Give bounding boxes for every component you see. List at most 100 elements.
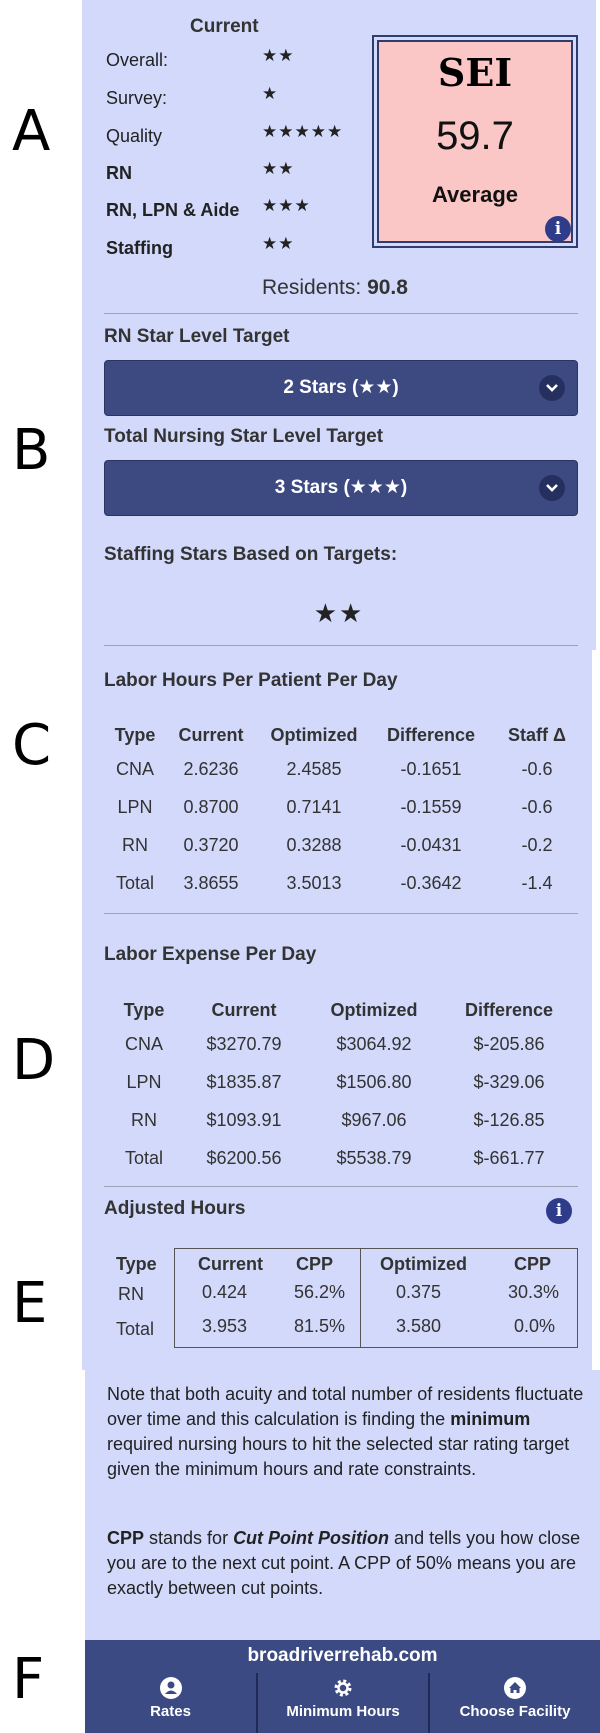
cell: LPN bbox=[117, 796, 153, 817]
cell: 3.8655 bbox=[183, 872, 239, 893]
cell: 2.4585 bbox=[286, 758, 342, 779]
chevron-down-icon bbox=[539, 375, 565, 401]
section-letter-c: C bbox=[12, 713, 52, 778]
cell: 0.0% bbox=[514, 1316, 556, 1336]
col-header: Difference bbox=[386, 724, 476, 745]
note-bold: CPP bbox=[107, 1528, 145, 1548]
section-letter-e: E bbox=[12, 1271, 48, 1336]
col-header: Optimized bbox=[330, 999, 418, 1020]
rn-target-select[interactable]: 2 Stars (★★) bbox=[104, 360, 578, 416]
cell: $-205.86 bbox=[473, 1033, 545, 1054]
labor-hours-title: Labor Hours Per Patient Per Day bbox=[104, 670, 398, 691]
star-value-overall: ★★ bbox=[262, 46, 295, 65]
nav-choose-facility-button[interactable]: Choose Facility bbox=[430, 1673, 600, 1733]
cell: -0.1559 bbox=[400, 796, 462, 817]
based-on-targets-stars: ★★ bbox=[313, 598, 365, 628]
cell: 0.8700 bbox=[183, 796, 239, 817]
cell: -0.0431 bbox=[400, 834, 462, 855]
nav-divider bbox=[428, 1673, 430, 1733]
adjusted-box-right bbox=[360, 1248, 578, 1348]
cell: 3.953 bbox=[202, 1316, 248, 1336]
note-paragraph-1: Note that both acuity and total number o… bbox=[107, 1382, 587, 1482]
col-header: Optimized bbox=[270, 724, 358, 745]
cell: -0.2 bbox=[521, 834, 553, 855]
note-paragraph-2: CPP stands for Cut Point Position and te… bbox=[107, 1526, 587, 1601]
labor-hours-table: Type Current Optimized Difference Staff … bbox=[104, 720, 584, 902]
table-row: Total $6200.56 $5538.79 $-661.77 bbox=[104, 1139, 574, 1177]
cell: 0.7141 bbox=[286, 796, 342, 817]
total-target-select[interactable]: 3 Stars (★★★) bbox=[104, 460, 578, 516]
cell: 81.5% bbox=[294, 1316, 346, 1336]
nav-rates-button[interactable]: Rates bbox=[85, 1673, 256, 1733]
cell: RN bbox=[122, 834, 148, 855]
col-header: Current bbox=[211, 999, 277, 1020]
star-label-staffing: Staffing bbox=[106, 238, 173, 258]
note-emphasis: Cut Point Position bbox=[233, 1528, 390, 1548]
sei-info-icon[interactable]: i bbox=[545, 216, 571, 242]
table-header-row: Type Current Optimized Difference Staff … bbox=[104, 720, 584, 750]
star-value-rn: ★★ bbox=[262, 159, 295, 178]
sei-value: 59.7 bbox=[436, 114, 514, 158]
table-row: LPN 0.8700 0.7141 -0.1559 -0.6 bbox=[104, 788, 584, 826]
nav-divider bbox=[256, 1673, 258, 1733]
current-header: Current bbox=[190, 16, 259, 37]
table-row: CNA 2.6236 2.4585 -0.1651 -0.6 bbox=[104, 750, 584, 788]
based-on-targets-label: Staffing Stars Based on Targets: bbox=[104, 544, 398, 565]
adjusted-table: Type Current CPP Optimized CPP RN 0.424 … bbox=[104, 1248, 578, 1348]
cell: LPN bbox=[126, 1071, 162, 1092]
cell: 56.2% bbox=[294, 1282, 346, 1302]
cell: 3.5013 bbox=[286, 872, 342, 893]
cell: $6200.56 bbox=[206, 1147, 282, 1168]
table-row: RN 0.3720 0.3288 -0.0431 -0.2 bbox=[104, 826, 584, 864]
col-header: Type bbox=[114, 724, 156, 745]
note-bold: minimum bbox=[450, 1409, 531, 1429]
col-header: Difference bbox=[464, 999, 554, 1020]
cell: 30.3% bbox=[508, 1282, 560, 1302]
site-link[interactable]: broadriverrehab.com bbox=[247, 1645, 438, 1666]
cell: -0.3642 bbox=[400, 872, 462, 893]
total-target-value: 3 Stars (★★★) bbox=[274, 477, 408, 498]
section-letter-a: A bbox=[12, 99, 51, 164]
col-header: Current bbox=[198, 1254, 264, 1274]
col-header: Type bbox=[116, 1254, 157, 1274]
nav-choose-facility-label: Choose Facility bbox=[459, 1703, 571, 1720]
note-panel: Note that both acuity and total number o… bbox=[85, 1370, 600, 1640]
star-label-rn-lpn-aide: RN, LPN & Aide bbox=[106, 200, 240, 220]
adjusted-hours-title: Adjusted Hours bbox=[104, 1198, 246, 1219]
cell: CNA bbox=[124, 1033, 163, 1054]
cell: Total bbox=[116, 1319, 155, 1339]
col-header: Optimized bbox=[380, 1254, 468, 1274]
footer-nav: broadriverrehab.com Rates Minimum Hours … bbox=[85, 1640, 600, 1733]
cell: 0.3288 bbox=[286, 834, 342, 855]
residents-line: Residents: 90.8 bbox=[262, 276, 408, 300]
star-label-survey: Survey: bbox=[106, 88, 168, 108]
star-label-overall: Overall: bbox=[106, 50, 169, 70]
table-row: LPN $1835.87 $1506.80 $-329.06 bbox=[104, 1063, 574, 1101]
nav-minimum-hours-label: Minimum Hours bbox=[286, 1703, 400, 1720]
cell: 0.3720 bbox=[183, 834, 239, 855]
cell: -0.6 bbox=[521, 796, 553, 817]
col-header: Type bbox=[123, 999, 165, 1020]
rn-target-label: RN Star Level Target bbox=[104, 326, 290, 347]
cell: $1835.87 bbox=[206, 1071, 282, 1092]
adjusted-info-icon[interactable]: i bbox=[546, 1198, 572, 1224]
person-icon bbox=[159, 1677, 182, 1699]
section-letter-b: B bbox=[12, 418, 51, 483]
labor-expense-title: Labor Expense Per Day bbox=[104, 944, 317, 965]
sei-category: Average bbox=[431, 182, 518, 207]
section-letter-f: F bbox=[12, 1647, 45, 1712]
table-row: CNA $3270.79 $3064.92 $-205.86 bbox=[104, 1025, 574, 1063]
note-text: required nursing hours to hit the select… bbox=[107, 1434, 570, 1479]
labor-panel: Labor Hours Per Patient Per Day Type Cur… bbox=[82, 650, 592, 1370]
star-value-rn-lpn-aide: ★★★ bbox=[262, 196, 311, 215]
section-letter-d: D bbox=[12, 1028, 56, 1093]
star-value-staffing: ★★ bbox=[262, 234, 295, 253]
nav-minimum-hours-button[interactable]: Minimum Hours bbox=[258, 1673, 428, 1733]
star-label-rn: RN bbox=[106, 163, 132, 183]
star-ratings-panel: Current Overall: ★★ Survey: ★ Quality ★★… bbox=[82, 0, 596, 650]
table-header-row: Type Current Optimized Difference bbox=[104, 995, 574, 1025]
cell: RN bbox=[131, 1109, 157, 1130]
adjusted-box-left bbox=[174, 1248, 360, 1348]
cell: -1.4 bbox=[521, 872, 553, 893]
col-header: Staff Δ bbox=[508, 724, 566, 745]
